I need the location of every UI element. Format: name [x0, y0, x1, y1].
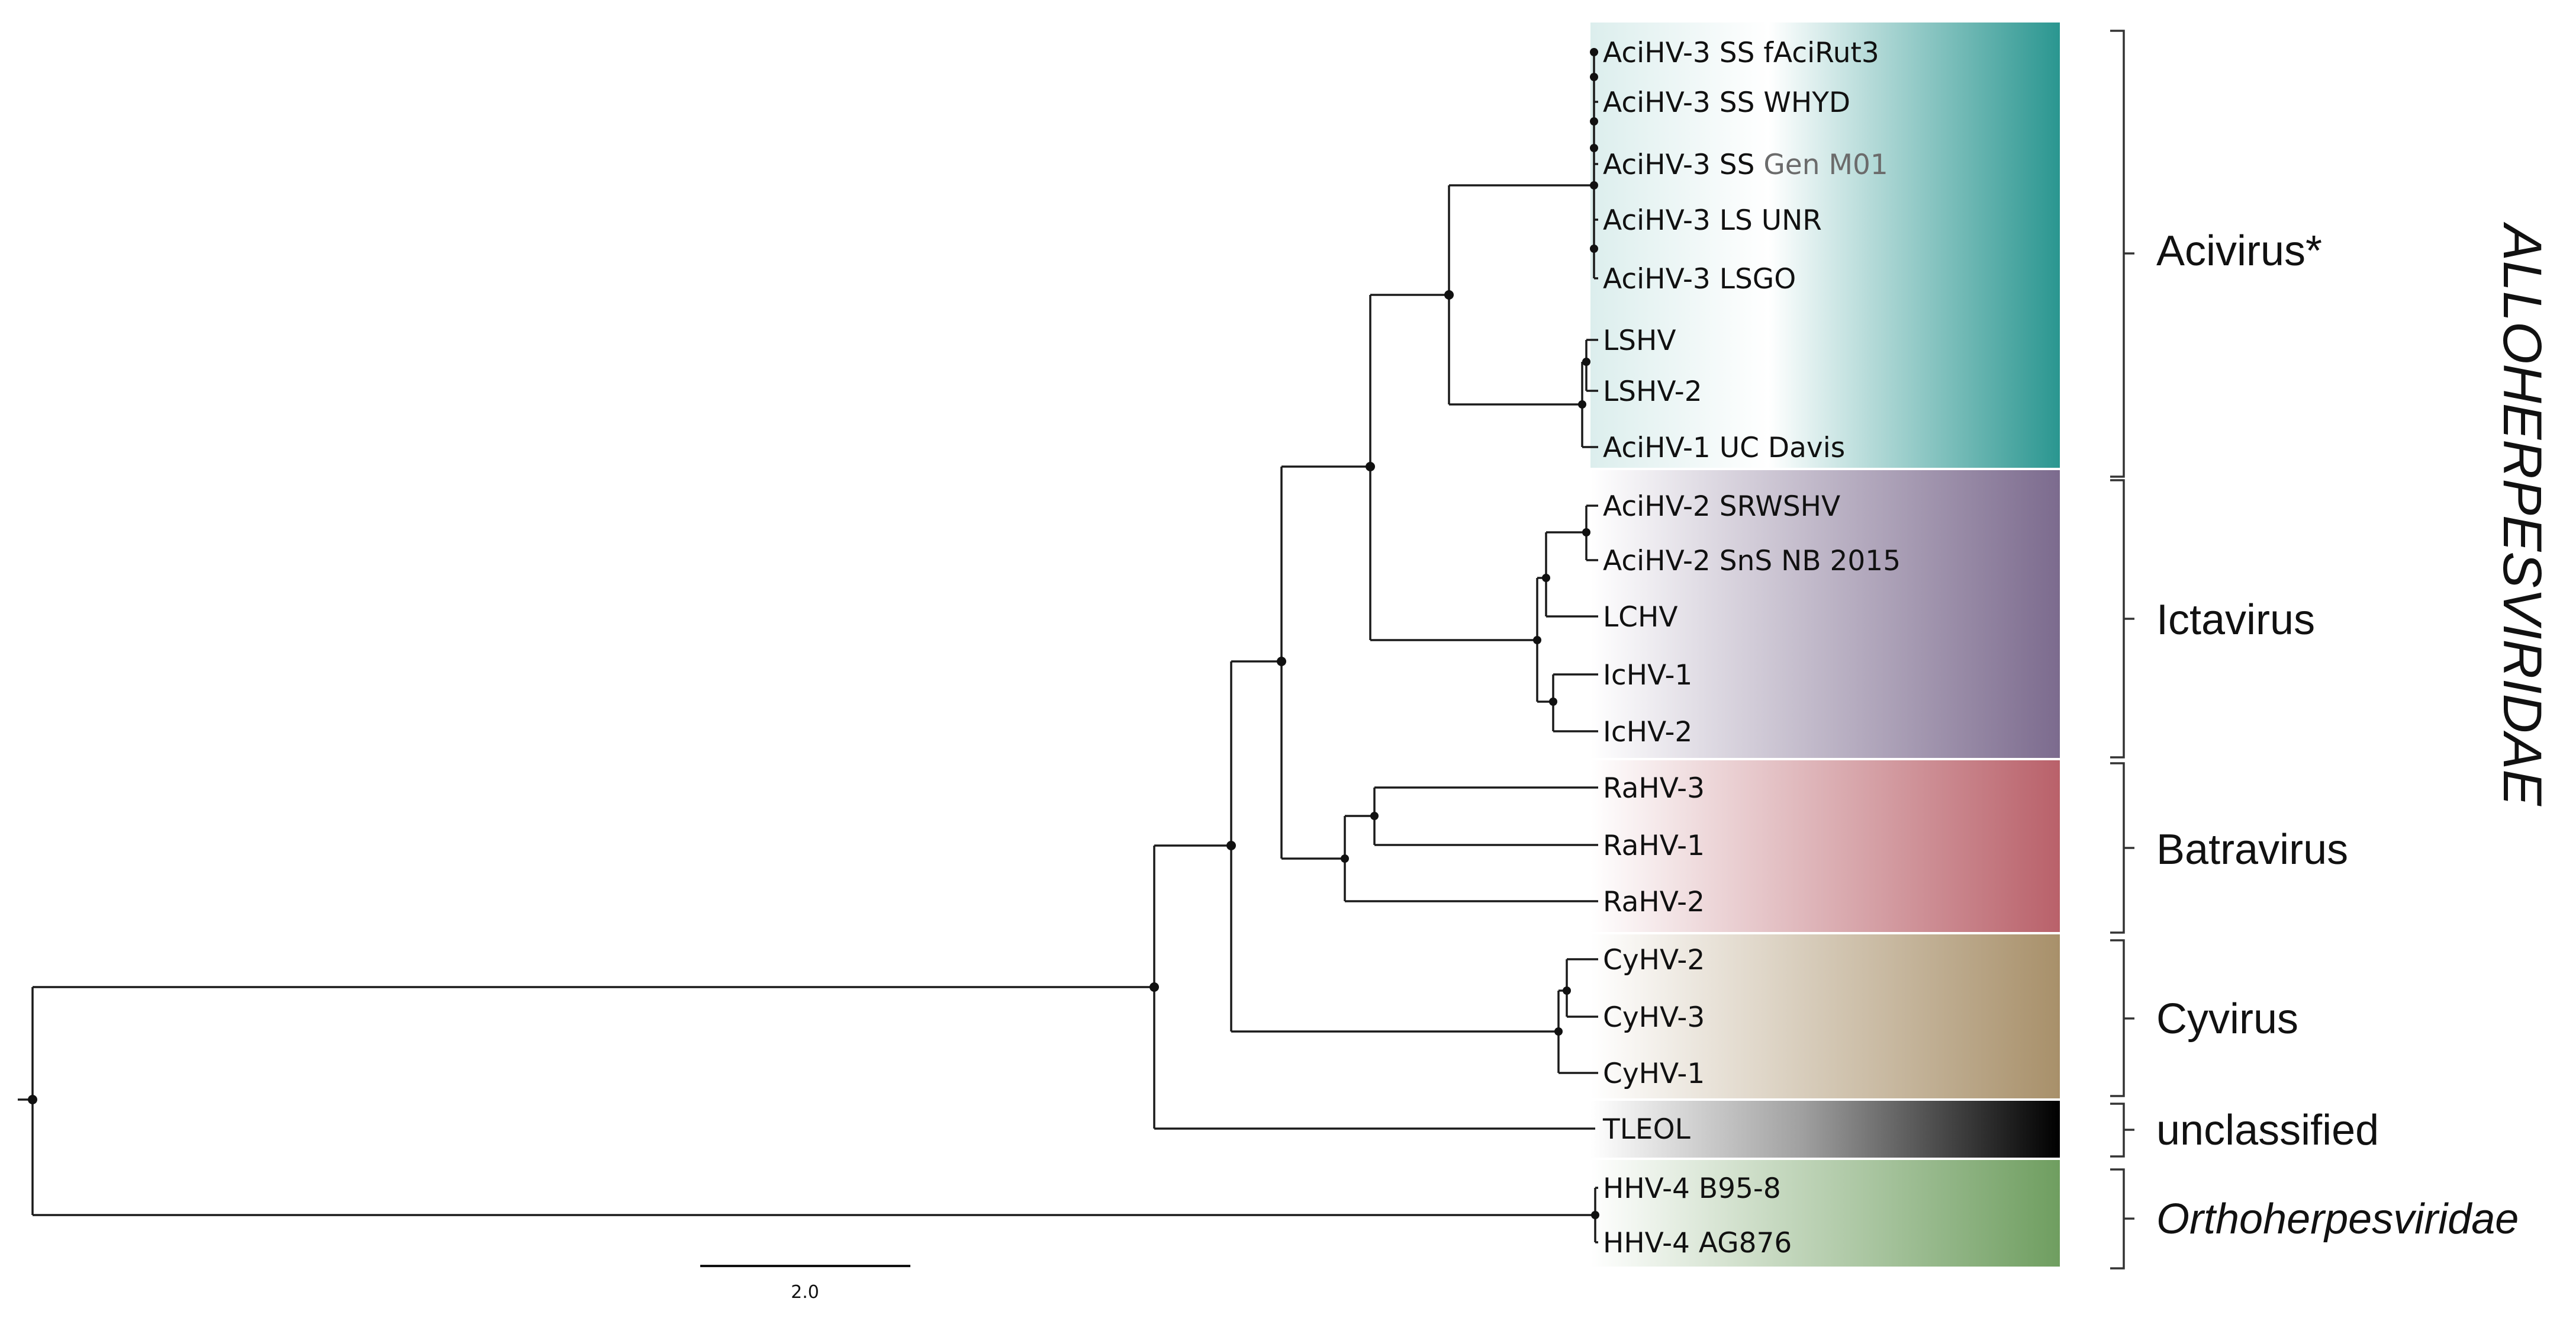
taxon-label: RaHV-1	[1603, 830, 1705, 862]
clade-label-unclassified: unclassified	[2156, 1107, 2379, 1154]
band-batravirus	[1590, 760, 2060, 932]
scale-bar-label: 2.0	[791, 1282, 819, 1303]
taxon-label: RaHV-2	[1603, 886, 1705, 918]
clade-label-orthoherpesviridae: Orthoherpesviridae	[2156, 1196, 2519, 1243]
taxon-label: AciHV-2 SnS NB 2015	[1603, 545, 1901, 577]
taxon-label-main: AciHV-3 SS	[1603, 149, 1754, 181]
tree-nodes	[28, 48, 1599, 1219]
clade-label-ictavirus: Ictavirus	[2156, 596, 2315, 644]
taxon-label: LSHV-2	[1603, 375, 1702, 408]
taxon-label: RaHV-3	[1603, 772, 1705, 805]
taxon-label-suffix: Gen M01	[1754, 149, 1888, 181]
taxon-label: CyHV-2	[1603, 944, 1705, 976]
taxon-label: IcHV-1	[1603, 659, 1692, 692]
tree-branches	[18, 51, 1598, 1243]
taxon-label: TLEOL	[1602, 1113, 1690, 1146]
family-label: ALLOHERPESVIRIDAE	[2492, 221, 2552, 806]
bracket-ictavirus	[2110, 479, 2134, 759]
taxon-label: HHV-4 AG876	[1603, 1227, 1792, 1259]
clade-brackets	[2110, 30, 2134, 1270]
bracket-orthoherpesviridae	[2110, 1168, 2134, 1270]
taxon-label: CyHV-3	[1603, 1001, 1705, 1034]
taxon-label: AciHV-3 SS WHYD	[1603, 86, 1850, 119]
taxon-label: IcHV-2	[1603, 716, 1692, 748]
taxon-label: AciHV-3 SS Gen M01	[1603, 149, 1888, 181]
taxon-label: AciHV-2 SRWSHV	[1603, 490, 1840, 523]
band-ictavirus	[1590, 470, 2060, 758]
bracket-batravirus	[2110, 762, 2134, 934]
taxon-label: AciHV-3 LSGO	[1603, 263, 1796, 295]
taxon-label: AciHV-1 UC Davis	[1603, 432, 1845, 464]
taxon-label: LSHV	[1603, 324, 1676, 357]
bracket-cyvirus	[2110, 939, 2134, 1097]
taxon-label: CyHV-1	[1603, 1058, 1705, 1090]
taxon-label: AciHV-3 LS UNR	[1603, 204, 1822, 237]
clade-label-acivirus: Acivirus*	[2156, 227, 2322, 275]
bracket-unclassified	[2110, 1103, 2134, 1158]
band-orthoherpesviridae	[1590, 1160, 2060, 1267]
clade-label-cyvirus: Cyvirus	[2156, 995, 2298, 1043]
band-acivirus	[1590, 23, 2060, 468]
taxon-label: HHV-4 B95-8	[1603, 1172, 1781, 1205]
taxon-label: AciHV-3 SS fAciRut3	[1603, 37, 1879, 69]
band-cyvirus	[1590, 934, 2060, 1098]
leaf-labels: AciHV-3 SS fAciRut3 AciHV-3 SS WHYD AciH…	[1602, 37, 1901, 1259]
bracket-acivirus	[2110, 30, 2134, 478]
clade-labels: Acivirus* Ictavirus Batravirus Cyvirus u…	[2156, 227, 2519, 1243]
clade-label-batravirus: Batravirus	[2156, 826, 2348, 873]
band-unclassified	[1590, 1101, 2060, 1158]
taxon-label: LCHV	[1603, 601, 1678, 634]
